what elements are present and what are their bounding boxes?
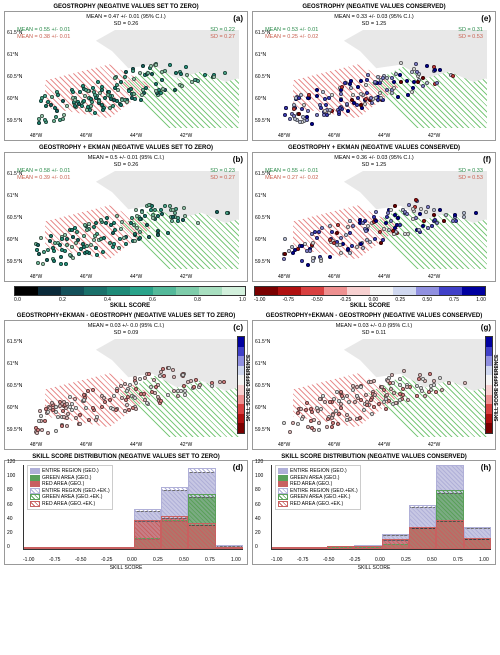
panel-c-title: GEOSTROPHY+EKMAN - GEOSTROPHY (NEGATIVE … xyxy=(4,313,248,319)
legend-h: ENTIRE REGION (GEO.)GREEN AREA (GEO.)RED… xyxy=(275,465,361,510)
panel-f-title: GEOSTROPHY + EKMAN (NEGATIVE VALUES CONS… xyxy=(252,145,496,151)
panel-f-wrap: GEOSTROPHY + EKMAN (NEGATIVE VALUES CONS… xyxy=(252,145,496,282)
vbar-c xyxy=(237,336,245,434)
panel-b-title: GEOSTROPHY + EKMAN (NEGATIVE VALUES SET … xyxy=(4,145,248,151)
panel-c-wrap: GEOSTROPHY+EKMAN - GEOSTROPHY (NEGATIVE … xyxy=(4,313,248,450)
vbar-g xyxy=(485,336,493,434)
panel-f: MEAN = 0.36 +/- 0.03 (95% C.I.)SD = 1.25… xyxy=(252,152,496,282)
stats-b: MEAN = 0.5 +/- 0.01 (95% C.I.)SD = 0.26M… xyxy=(17,155,235,181)
map-area-c xyxy=(23,339,239,437)
stats-a: MEAN = 0.47 +/- 0.01 (95% C.I.)SD = 0.26… xyxy=(17,14,235,40)
stats-e: MEAN = 0.33 +/- 0.03 (95% C.I.)SD = 1.25… xyxy=(265,14,483,40)
panel-h: (h)020406080100120-1.00-0.75-0.50-0.250.… xyxy=(252,460,496,565)
panel-b-wrap: GEOSTROPHY + EKMAN (NEGATIVE VALUES SET … xyxy=(4,145,248,282)
map-area-b xyxy=(23,171,239,269)
panel-e: MEAN = 0.33 +/- 0.03 (95% C.I.)SD = 1.25… xyxy=(252,11,496,141)
panel-b: MEAN = 0.5 +/- 0.01 (95% C.I.)SD = 0.26M… xyxy=(4,152,248,282)
map-area-g xyxy=(271,339,487,437)
map-area-e xyxy=(271,30,487,128)
map-area-f xyxy=(271,171,487,269)
colorbar-row: 0.00.20.40.60.81.0 SKILL SCORE -1.00-0.7… xyxy=(4,286,496,309)
cb-teal-wrap: 0.00.20.40.60.81.0 SKILL SCORE xyxy=(14,286,246,309)
panel-g: MEAN = 0.03 +/- 0.0 (95% C.I.)SD = 0.11(… xyxy=(252,320,496,450)
panel-a-wrap: GEOSTROPHY (NEGATIVE VALUES SET TO ZERO)… xyxy=(4,4,248,141)
panel-e-wrap: GEOSTROPHY (NEGATIVE VALUES CONSERVED) M… xyxy=(252,4,496,141)
panel-g-title: GEOSTROPHY+EKMAN - GEOSTROPHY (NEGATIVE … xyxy=(252,313,496,319)
cb-rwb-label: SKILL SCORE xyxy=(254,303,486,309)
panel-d-wrap: SKILL SCORE DISTRIBUTION (NEGATIVE VALUE… xyxy=(4,454,248,565)
cb-teal xyxy=(14,286,246,296)
stats-f: MEAN = 0.36 +/- 0.03 (95% C.I.)SD = 1.25… xyxy=(265,155,483,181)
cb-rwb xyxy=(254,286,486,296)
cb-teal-label: SKILL SCORE xyxy=(14,303,246,309)
legend-d: ENTIRE REGION (GEO.)GREEN AREA (GEO.)RED… xyxy=(27,465,113,510)
map-area-a xyxy=(23,30,239,128)
panel-h-wrap: SKILL SCORE DISTRIBUTION (NEGATIVE VALUE… xyxy=(252,454,496,565)
letter-f: (f) xyxy=(483,155,491,164)
cb-rwb-wrap: -1.00-0.75-0.50-0.250.000.250.500.751.00… xyxy=(254,286,486,309)
panel-g-wrap: GEOSTROPHY+EKMAN - GEOSTROPHY (NEGATIVE … xyxy=(252,313,496,450)
panel-a: MEAN = 0.47 +/- 0.01 (95% C.I.)SD = 0.26… xyxy=(4,11,248,141)
stats-c: MEAN = 0.03 +/- 0.0 (95% C.I.)SD = 0.09 xyxy=(17,323,235,336)
figure-grid: GEOSTROPHY (NEGATIVE VALUES SET TO ZERO)… xyxy=(0,0,500,569)
panel-a-title: GEOSTROPHY (NEGATIVE VALUES SET TO ZERO) xyxy=(4,4,248,10)
panel-e-title: GEOSTROPHY (NEGATIVE VALUES CONSERVED) xyxy=(252,4,496,10)
panel-c: MEAN = 0.03 +/- 0.0 (95% C.I.)SD = 0.09(… xyxy=(4,320,248,450)
panel-d: (d)020406080100120-1.00-0.75-0.50-0.250.… xyxy=(4,460,248,565)
stats-g: MEAN = 0.03 +/- 0.0 (95% C.I.)SD = 0.11 xyxy=(265,323,483,336)
